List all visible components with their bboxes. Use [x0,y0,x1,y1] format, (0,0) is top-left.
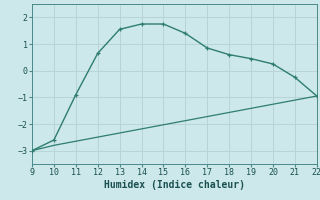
X-axis label: Humidex (Indice chaleur): Humidex (Indice chaleur) [104,180,245,190]
